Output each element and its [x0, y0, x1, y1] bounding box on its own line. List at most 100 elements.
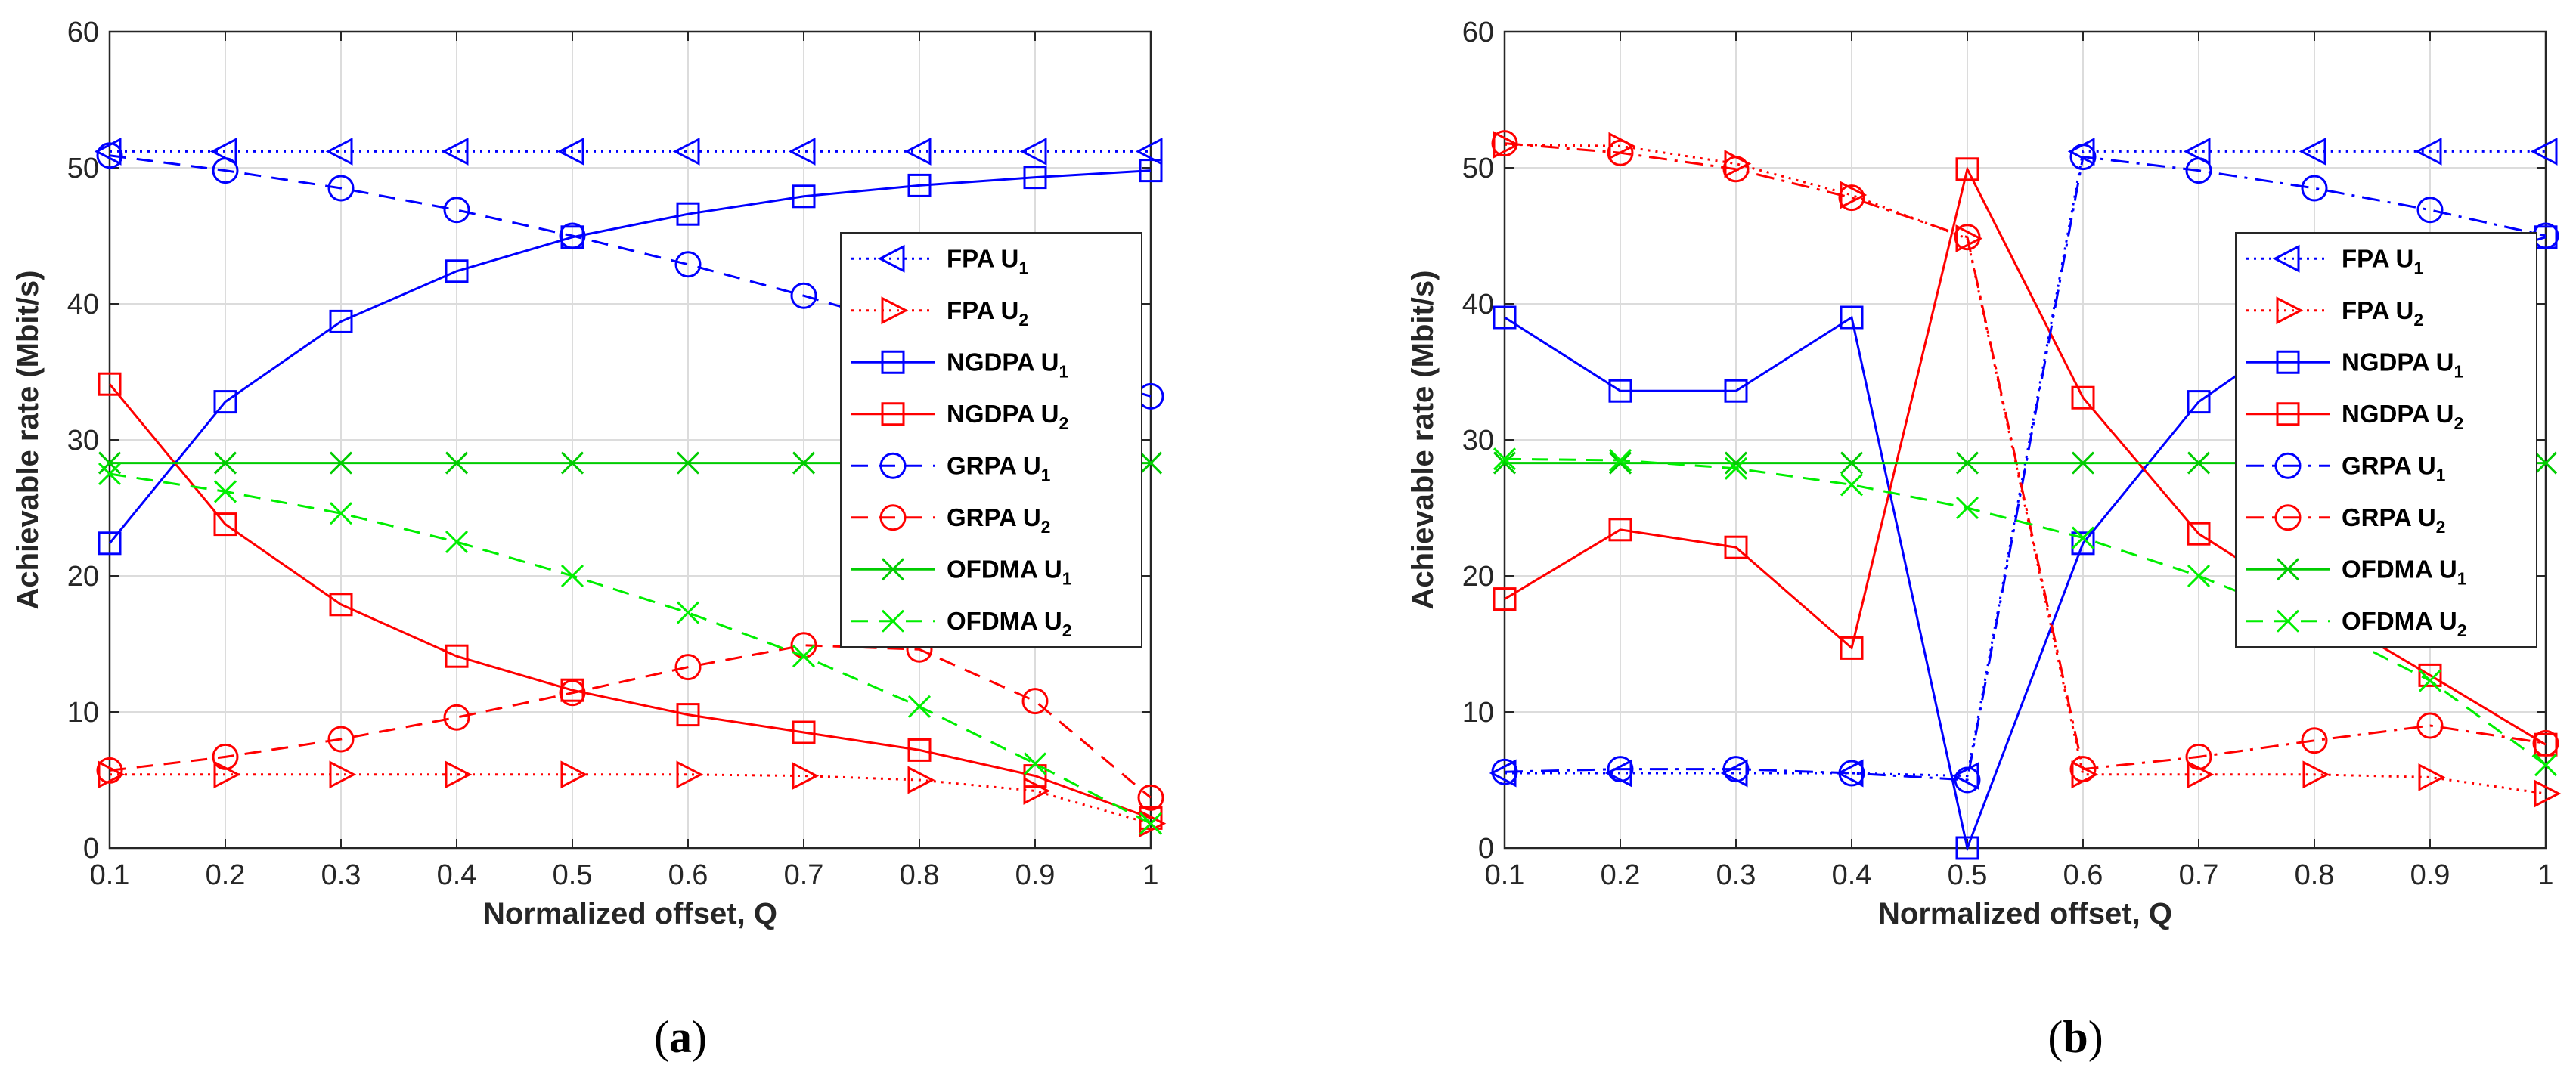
data-point [329, 760, 357, 789]
data-point [790, 282, 817, 309]
data-point [1840, 451, 1864, 475]
data-point [1023, 752, 1047, 775]
x-tick-label: 0.3 [1716, 859, 1756, 891]
data-point [325, 137, 353, 166]
data-point [907, 738, 932, 762]
data-point [788, 137, 816, 166]
x-axis-label: Normalized offset, Q [1878, 897, 2172, 930]
y-tick-label: 10 [1462, 697, 1494, 729]
data-point [213, 512, 237, 537]
legend-marker [2276, 402, 2300, 426]
x-axis-label: Normalized offset, Q [483, 897, 777, 930]
data-point [327, 175, 355, 202]
legend-marker [879, 452, 907, 479]
data-point [2418, 663, 2442, 687]
data-point [1954, 766, 1981, 794]
legend-entry: NGDPA U1 [2342, 348, 2464, 381]
legend-marker [2276, 558, 2300, 581]
data-point [2185, 157, 2212, 184]
data-point [213, 390, 237, 414]
data-point [2530, 137, 2558, 166]
legend-entry: GRPA U2 [2342, 503, 2445, 537]
legend-marker [881, 402, 905, 426]
data-point [2069, 144, 2097, 171]
subfigure-label: (b) [2047, 1012, 2103, 1062]
data-point [1724, 535, 1748, 559]
y-axis-label: Achievable rate (Mbit/s) [11, 270, 45, 609]
x-tick-label: 0.6 [668, 859, 708, 891]
subfigure-label: (a) [654, 1012, 707, 1062]
data-point [1135, 137, 1163, 166]
data-point [2418, 669, 2442, 692]
legend-entry: FPA U2 [947, 296, 1028, 330]
x-tick-label: 0.3 [321, 859, 361, 891]
data-point [441, 137, 469, 166]
data-point [2071, 526, 2095, 549]
data-point [1139, 159, 1163, 183]
series-line [109, 154, 1152, 398]
data-point [1724, 451, 1748, 475]
data-point [1955, 836, 1979, 860]
data-point [1019, 137, 1047, 166]
x-tick-label: 1 [1142, 859, 1158, 891]
legend-entry: NGDPA U2 [2342, 400, 2463, 433]
legend-marker [877, 244, 905, 273]
data-point [1836, 759, 1864, 788]
data-point [445, 530, 469, 554]
data-point [676, 451, 700, 475]
legend-entry: OFDMA U2 [947, 607, 1072, 640]
legend-marker [2276, 609, 2300, 633]
y-tick-label: 20 [1462, 561, 1494, 593]
legend-marker [2276, 350, 2300, 374]
data-point [2534, 451, 2558, 475]
data-point [1840, 473, 1864, 497]
data-point [1955, 157, 1979, 181]
series-line [109, 472, 1152, 825]
data-point [2534, 754, 2558, 777]
data-point [1493, 130, 1520, 159]
data-point [676, 601, 700, 624]
series-grpa-u1 [1491, 144, 2559, 794]
data-point [2301, 175, 2328, 202]
data-point [327, 726, 355, 753]
y-tick-label: 50 [67, 153, 99, 184]
legend-entry: FPA U1 [2342, 244, 2423, 277]
data-point [1608, 379, 1632, 403]
data-point [96, 142, 123, 169]
legend-marker [881, 609, 905, 633]
data-point [2071, 451, 2095, 475]
series-line [1504, 155, 2547, 782]
data-point [1954, 224, 1981, 251]
data-point [329, 502, 353, 525]
y-tick-label: 0 [83, 833, 99, 865]
legend: FPA U1 FPA U2 NGDPA U1 NGDPA U2 GRPA U1 GRPA … [2235, 232, 2537, 648]
y-tick-label: 0 [1478, 833, 1494, 865]
series-line [1504, 142, 2547, 771]
x-tick-label: 0.1 [90, 859, 130, 891]
legend-box [2235, 232, 2537, 648]
data-point [1493, 305, 1517, 330]
data-point [443, 197, 470, 224]
data-point [676, 760, 704, 789]
y-tick-label: 10 [67, 697, 99, 729]
data-point [792, 184, 816, 209]
data-point [1493, 451, 1517, 475]
x-tick-label: 0.8 [2295, 859, 2335, 891]
legend-marker [881, 350, 905, 374]
data-point [1023, 764, 1047, 788]
data-point [98, 451, 122, 475]
y-tick-label: 30 [67, 425, 99, 457]
legend-entry: OFDMA U1 [2342, 555, 2467, 588]
series-line [1504, 143, 2547, 795]
data-point [329, 593, 353, 617]
data-point [560, 760, 588, 789]
legend-marker [881, 296, 909, 325]
data-point [1023, 166, 1047, 190]
data-point [1021, 688, 1049, 715]
data-point [676, 202, 700, 226]
data-point [2185, 743, 2212, 770]
data-point [2071, 531, 2095, 556]
data-point [672, 137, 700, 166]
data-point [2187, 390, 2211, 414]
